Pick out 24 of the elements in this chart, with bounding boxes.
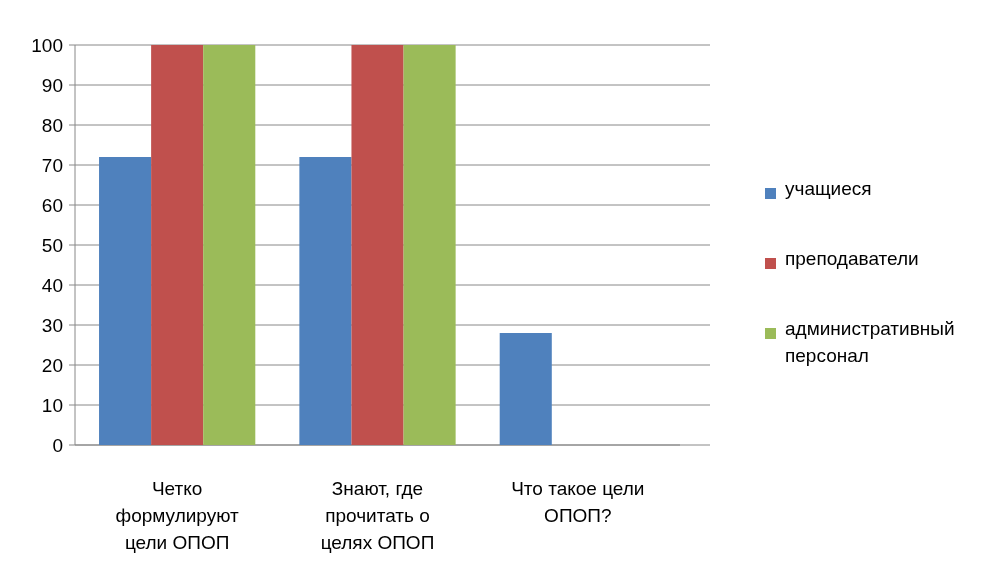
bar: [499, 333, 552, 445]
y-tick-label: 10: [41, 394, 63, 416]
y-tick-label: 0: [52, 434, 63, 456]
bar: [299, 157, 352, 445]
y-tick-label: 80: [41, 114, 63, 136]
y-tick-label: 90: [41, 74, 63, 96]
y-tick-label: 100: [31, 34, 63, 56]
y-tick-label: 50: [41, 234, 63, 256]
y-tick-label: 40: [41, 274, 63, 296]
legend-label: учащиеся: [785, 178, 872, 199]
bar: [203, 45, 256, 445]
y-tick-label: 30: [41, 314, 63, 336]
legend-label: преподаватели: [785, 248, 919, 269]
legend-label: административный персонал: [785, 318, 955, 366]
y-tick-label: 60: [41, 194, 63, 216]
bar: [151, 45, 204, 445]
x-tick-label: Что такое цели ОПОП?: [511, 478, 645, 526]
bar: [403, 45, 456, 445]
y-tick-label: 70: [41, 154, 63, 176]
bar: [351, 45, 404, 445]
bar: [99, 157, 152, 445]
y-tick-label: 20: [41, 354, 63, 376]
x-tick-label: Знают, где прочитать о целях ОПОП: [320, 478, 435, 553]
x-tick-label: Четко формулируют цели ОПОП: [115, 478, 240, 553]
